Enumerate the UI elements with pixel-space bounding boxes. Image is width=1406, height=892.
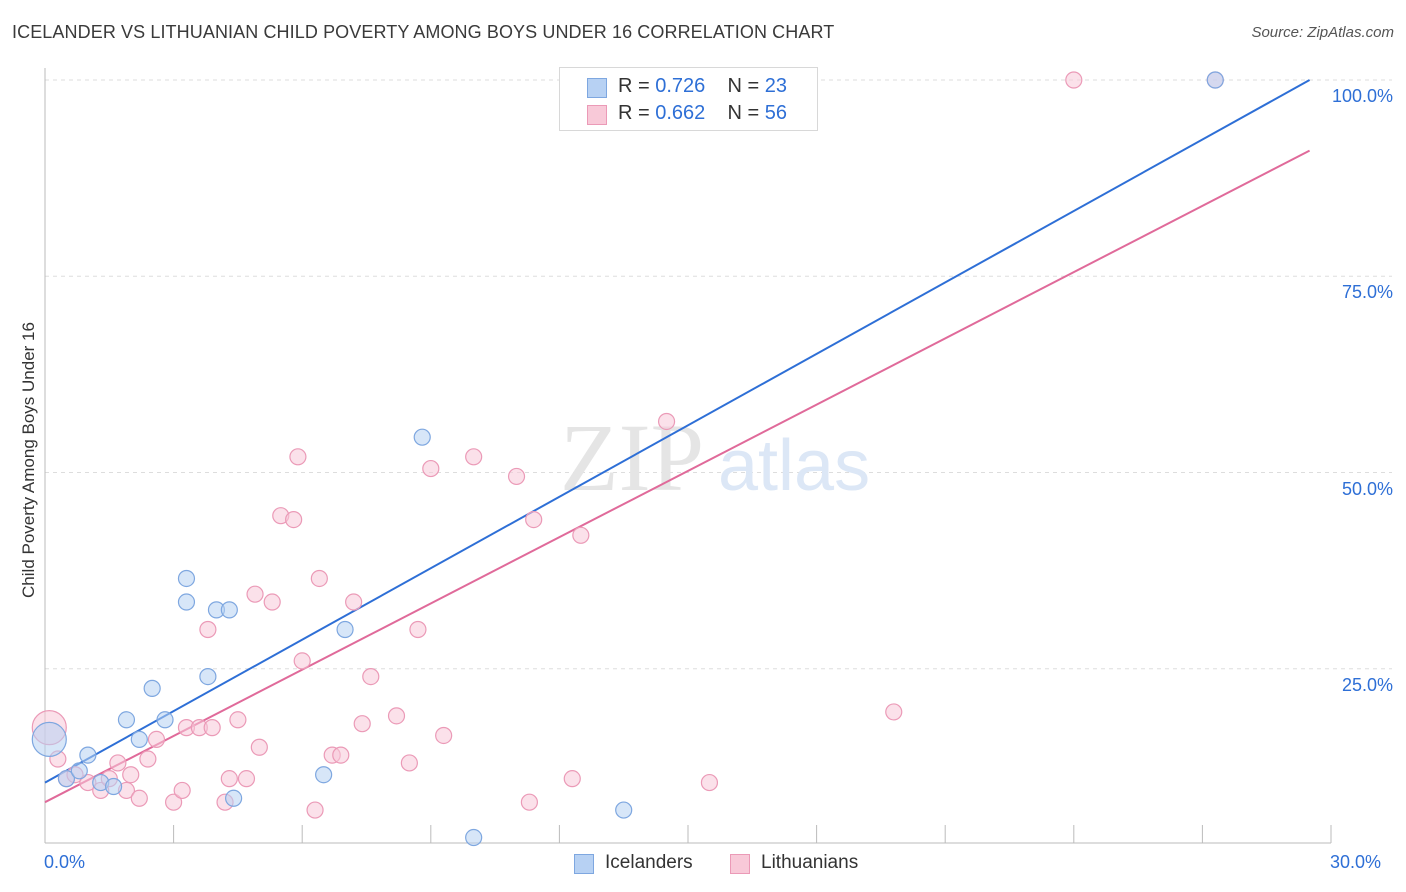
point-lithuanians — [507, 467, 526, 486]
trend-line-icelanders — [44, 79, 1311, 784]
point-icelanders — [336, 620, 354, 639]
bottom-legend-label: Icelanders — [605, 852, 693, 873]
legend-r-value: 0.726 — [655, 75, 706, 97]
point-icelanders — [1206, 71, 1224, 89]
watermark-atlas: atlas — [718, 426, 870, 506]
y-tick-label: 50.0% — [1341, 478, 1393, 499]
legend-r-label: R = — [618, 75, 650, 97]
point-lithuanians — [572, 526, 590, 544]
point-lithuanians — [139, 750, 157, 768]
y-tick-label: 75.0% — [1341, 282, 1393, 303]
point-lithuanians — [229, 711, 247, 729]
legend-text-icelanders: R = 0.726 N = 23 — [618, 75, 787, 98]
point-lithuanians — [237, 770, 256, 788]
point-lithuanians — [353, 715, 371, 733]
bottom-legend-swatch-blue — [574, 854, 594, 874]
legend-n-label: N = — [727, 75, 760, 97]
bottom-legend-swatch-pink — [730, 854, 750, 874]
point-icelanders — [130, 730, 148, 749]
point-icelanders — [156, 711, 174, 729]
point-icelanders — [31, 721, 67, 758]
point-icelanders — [143, 679, 161, 697]
legend-swatch-pink — [587, 105, 607, 125]
bottom-legend-label: Lithuanians — [761, 852, 859, 873]
point-icelanders — [79, 746, 97, 764]
point-lithuanians — [362, 667, 380, 686]
point-lithuanians — [345, 593, 363, 611]
point-lithuanians — [1065, 71, 1083, 89]
point-lithuanians — [310, 569, 328, 588]
point-lithuanians — [400, 754, 418, 772]
y-tick-label: 25.0% — [1341, 674, 1393, 695]
x-tick-label-max: 30.0% — [1330, 852, 1382, 872]
y-axis-label: Child Poverty Among Boys Under 16 — [19, 322, 38, 598]
point-lithuanians — [700, 773, 719, 792]
source-label: Source: ZipAtlas.com — [1251, 24, 1394, 41]
point-lithuanians — [246, 585, 264, 603]
legend-n-value: 56 — [764, 102, 788, 124]
trend-lines — [44, 79, 1311, 804]
point-icelanders — [225, 789, 243, 807]
point-lithuanians — [285, 510, 303, 529]
legend-r-value: 0.662 — [655, 102, 706, 124]
point-lithuanians — [250, 738, 268, 756]
legend-r-label: R = — [618, 102, 650, 124]
point-icelanders — [315, 766, 333, 784]
trend-line-lithuanians — [44, 149, 1311, 804]
point-lithuanians — [332, 746, 350, 764]
point-lithuanians — [885, 703, 903, 721]
point-lithuanians — [199, 620, 217, 639]
point-lithuanians — [306, 801, 324, 819]
point-lithuanians — [147, 730, 166, 749]
point-lithuanians — [165, 793, 183, 811]
point-lithuanians — [289, 448, 307, 466]
point-icelanders — [465, 828, 483, 847]
legend-swatch-blue — [587, 78, 607, 98]
legend-n-label: N = — [727, 102, 760, 124]
point-icelanders — [104, 777, 123, 796]
point-icelanders — [220, 601, 238, 619]
grid-lines — [45, 79, 1392, 670]
point-lithuanians — [109, 754, 127, 772]
point-icelanders — [615, 801, 633, 819]
chart-title: ICELANDER VS LITHUANIAN CHILD POVERTY AM… — [12, 22, 835, 42]
point-icelanders — [199, 667, 217, 686]
point-lithuanians — [203, 719, 221, 737]
point-lithuanians — [220, 770, 238, 788]
point-lithuanians — [293, 652, 311, 670]
point-lithuanians — [387, 707, 406, 725]
point-lithuanians — [122, 766, 140, 784]
legend-n-value: 23 — [764, 75, 788, 97]
point-lithuanians — [409, 620, 427, 639]
x-tick-label-min: 0.0% — [44, 852, 86, 872]
data-points — [31, 71, 1224, 847]
point-lithuanians — [173, 781, 191, 800]
correlation-legend: R = 0.726 N = 23 R = 0.662 N = 56 — [559, 67, 818, 131]
point-lithuanians — [130, 789, 148, 807]
legend-text-lithuanians: R = 0.662 N = 56 — [618, 102, 787, 125]
point-icelanders — [177, 569, 196, 588]
point-icelanders — [177, 593, 196, 611]
y-axis-label-wrap: Child Poverty Among Boys Under 16 — [14, 300, 44, 630]
point-lithuanians — [422, 459, 440, 478]
point-lithuanians — [525, 510, 543, 529]
point-icelanders — [70, 762, 88, 780]
y-tick-label: 100.0% — [1331, 86, 1393, 106]
point-lithuanians — [657, 412, 676, 431]
point-lithuanians — [465, 448, 483, 466]
point-icelanders — [413, 428, 431, 446]
point-icelanders — [57, 770, 76, 788]
point-lithuanians — [563, 770, 581, 788]
point-lithuanians — [435, 726, 453, 745]
point-lithuanians — [520, 793, 538, 811]
point-icelanders — [117, 711, 136, 729]
point-lithuanians — [263, 593, 281, 611]
